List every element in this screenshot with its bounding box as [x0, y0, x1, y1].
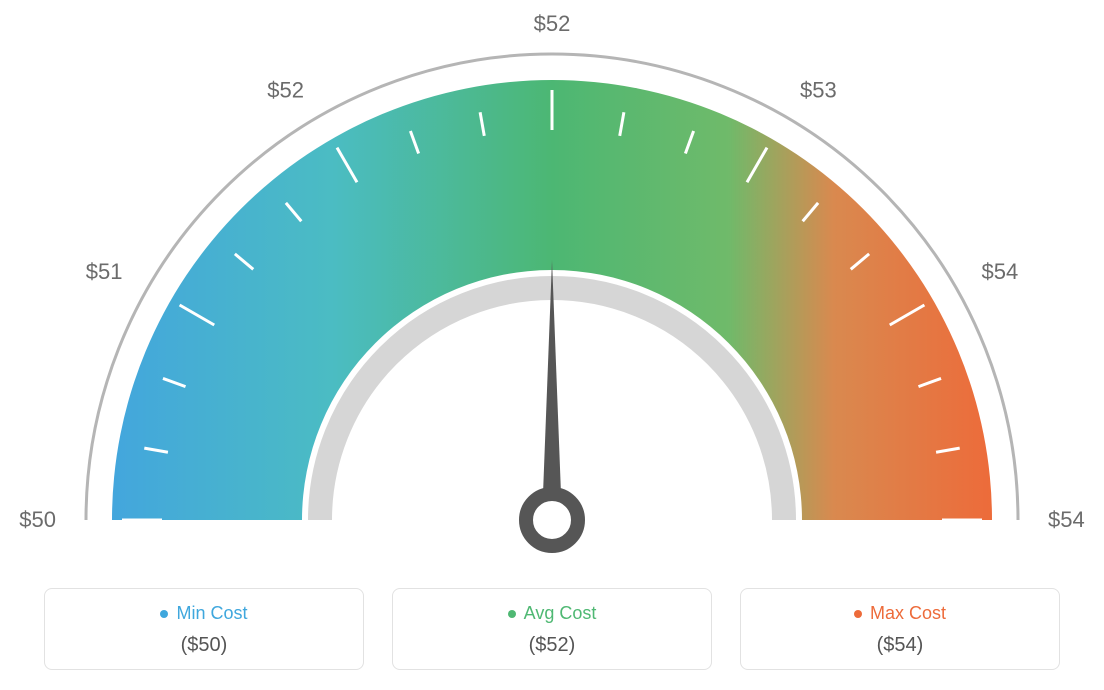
legend-row: Min Cost ($50) Avg Cost ($52) Max Cost (… [0, 588, 1104, 670]
gauge-svg: $50 $51 $52 $52 $53 $54 $54 [0, 0, 1104, 570]
legend-card-max: Max Cost ($54) [740, 588, 1060, 670]
legend-min-label: Min Cost [176, 603, 247, 624]
legend-min-header: Min Cost [160, 603, 247, 624]
legend-avg-label: Avg Cost [524, 603, 597, 624]
legend-max-header: Max Cost [854, 603, 946, 624]
legend-avg-header: Avg Cost [508, 603, 597, 624]
legend-card-min: Min Cost ($50) [44, 588, 364, 670]
legend-avg-value: ($52) [403, 634, 701, 657]
svg-text:$54: $54 [1048, 507, 1085, 532]
dot-max-icon [854, 610, 862, 618]
legend-card-avg: Avg Cost ($52) [392, 588, 712, 670]
legend-min-value: ($50) [55, 634, 353, 657]
dot-avg-icon [508, 610, 516, 618]
gauge-chart: $50 $51 $52 $52 $53 $54 $54 [0, 0, 1104, 570]
svg-text:$52: $52 [267, 77, 304, 102]
svg-text:$53: $53 [800, 77, 837, 102]
svg-text:$50: $50 [19, 507, 56, 532]
cost-gauge-widget: $50 $51 $52 $52 $53 $54 $54 Min Cost ($50) Avg… [0, 0, 1104, 690]
legend-max-value: ($54) [751, 634, 1049, 657]
svg-text:$52: $52 [534, 11, 571, 36]
svg-text:$51: $51 [86, 259, 123, 284]
svg-text:$54: $54 [982, 259, 1019, 284]
dot-min-icon [160, 610, 168, 618]
legend-max-label: Max Cost [870, 603, 946, 624]
